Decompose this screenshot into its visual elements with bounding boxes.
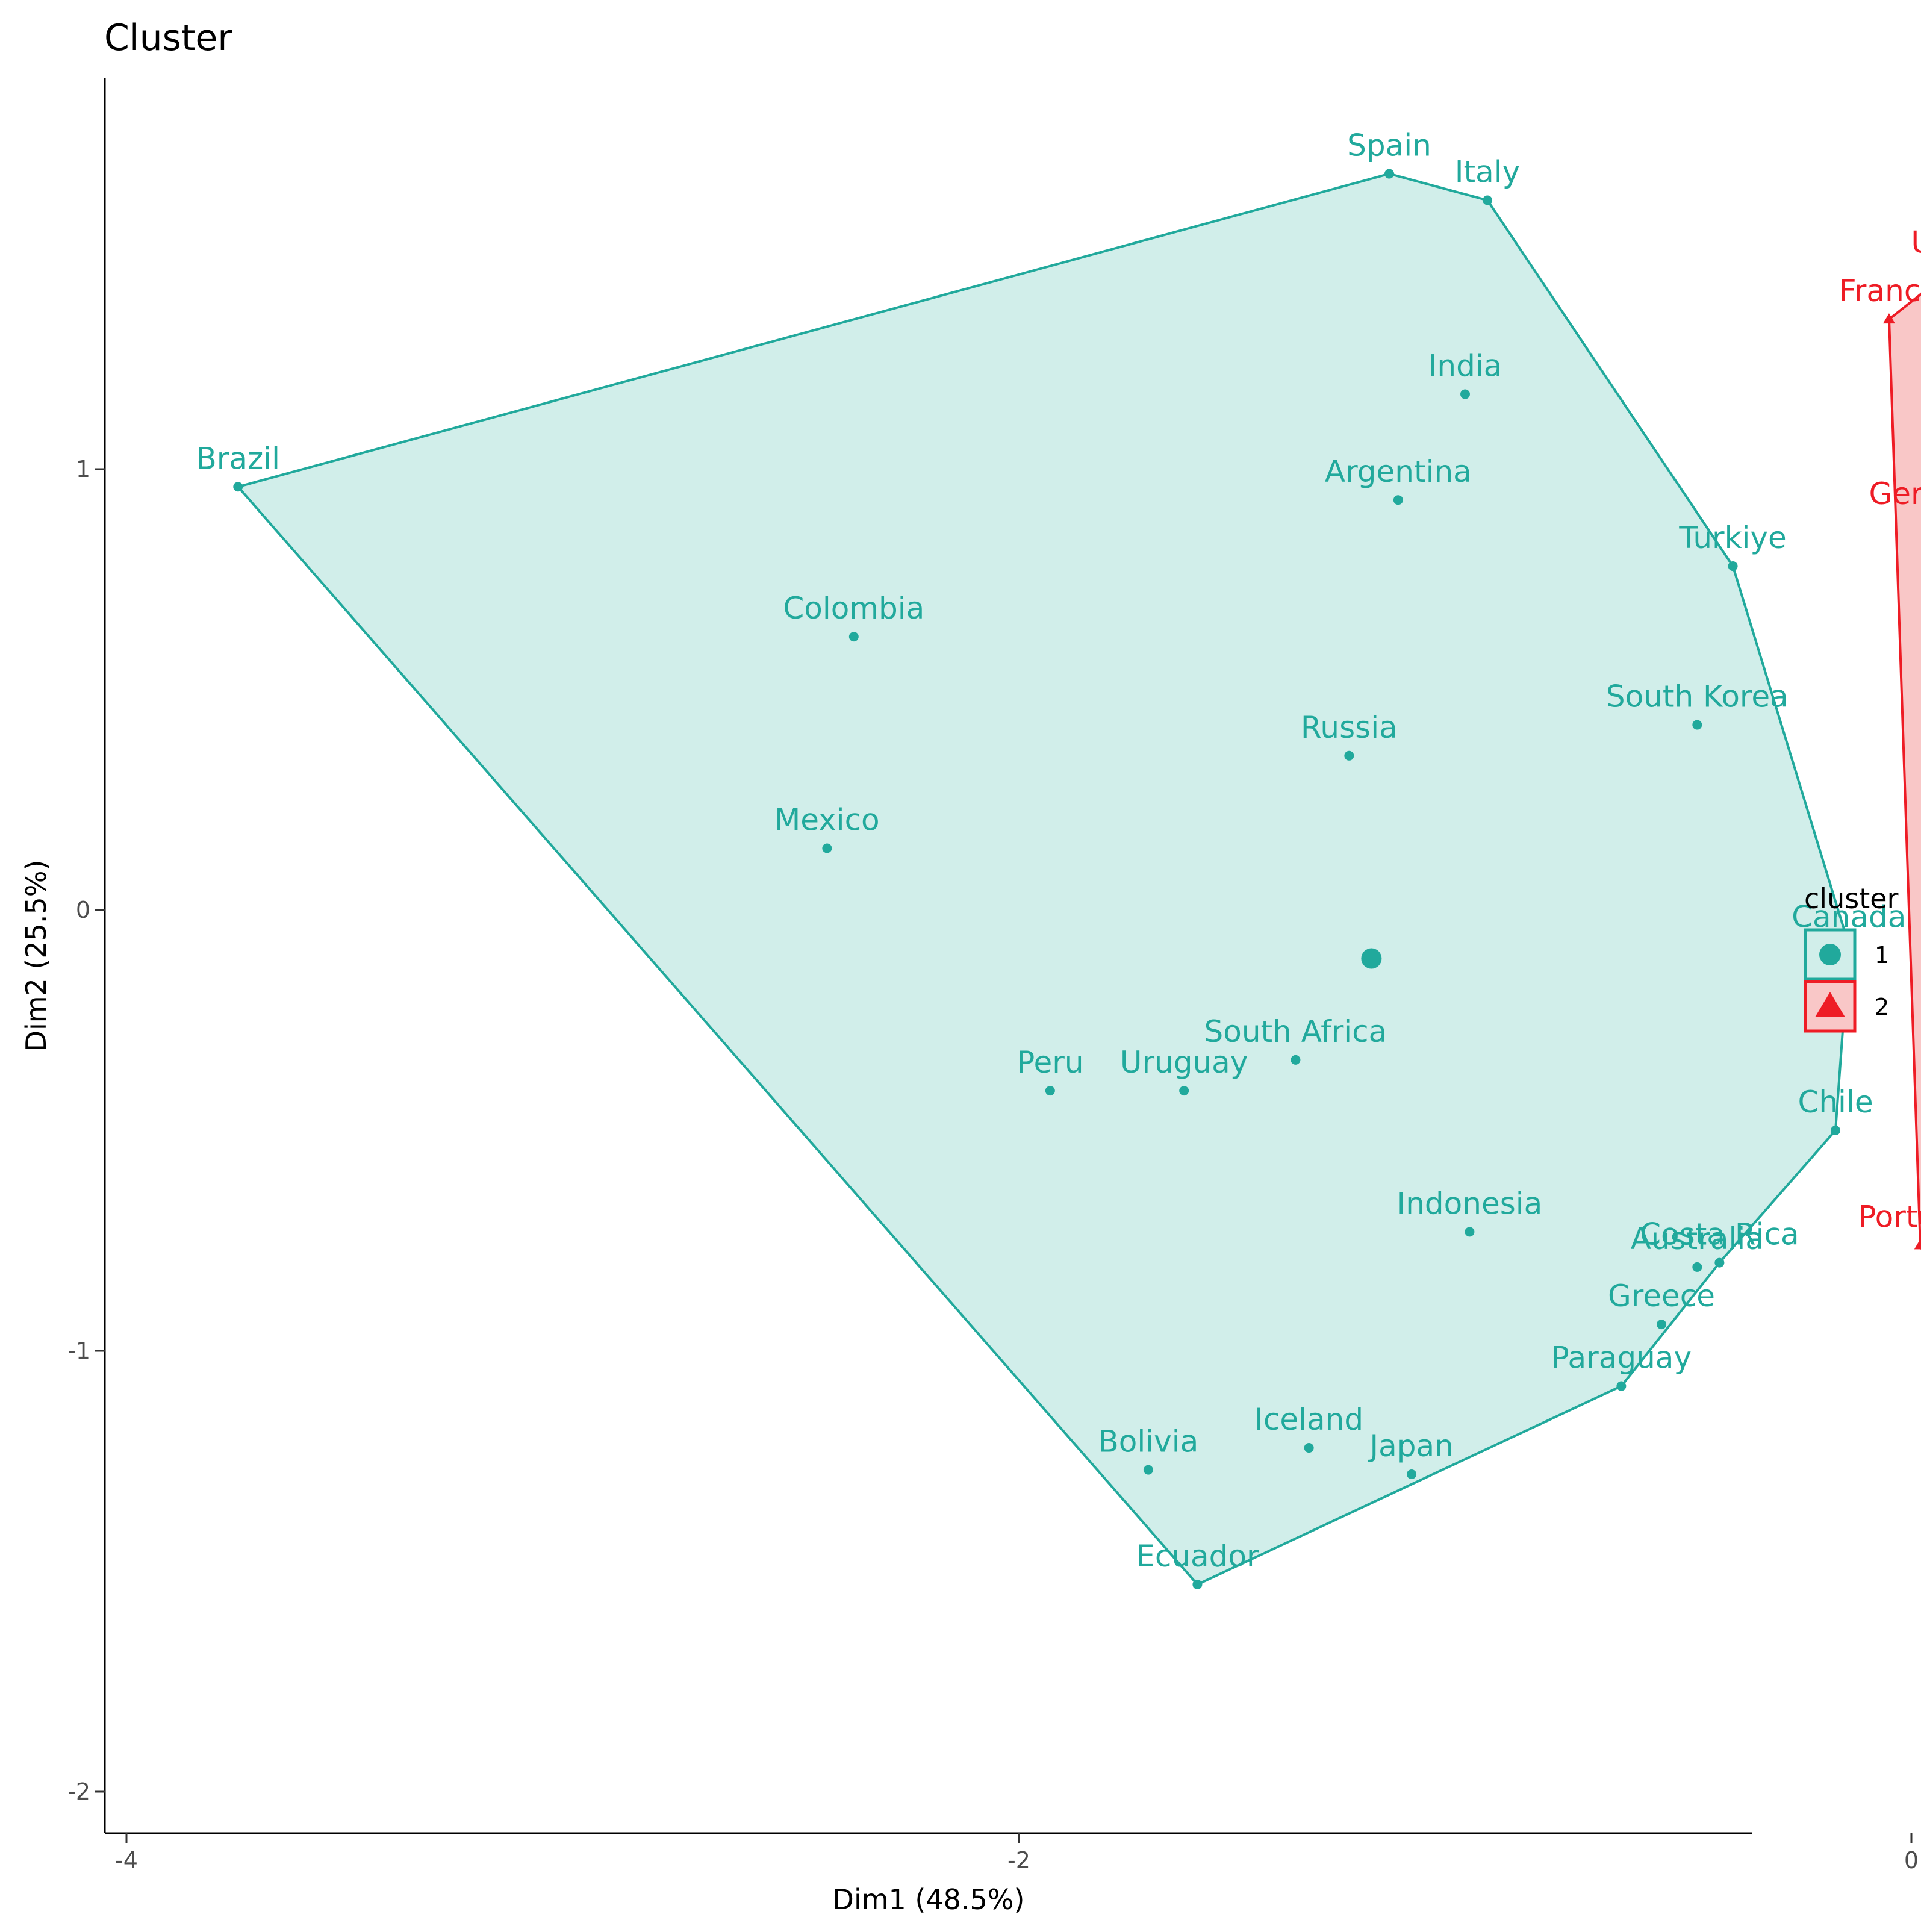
label-greece: Greece xyxy=(1608,1279,1715,1313)
legend: cluster 1 2 xyxy=(1804,882,1899,1033)
label-costa-rica: Costa Rica xyxy=(1640,1217,1799,1252)
label-russia: Russia xyxy=(1301,710,1398,745)
label-portugal: Portugal xyxy=(1858,1199,1921,1234)
point-brazil xyxy=(233,482,243,492)
point-chile xyxy=(1831,1126,1841,1135)
point-colombia xyxy=(848,632,859,642)
cluster-hulls xyxy=(235,172,1921,1586)
label-peru: Peru xyxy=(1017,1045,1083,1080)
centroid-cluster-1 xyxy=(1361,948,1382,969)
point-australia xyxy=(1692,1262,1702,1272)
legend-label-1: 1 xyxy=(1875,942,1889,968)
point-turkiye xyxy=(1728,561,1738,572)
point-bolivia xyxy=(1143,1465,1153,1475)
label-uruguay: Uruguay xyxy=(1120,1045,1248,1080)
label-south-africa: South Africa xyxy=(1204,1014,1387,1049)
label-united-kingdom: United Kingdom xyxy=(1911,225,1921,260)
label-india: India xyxy=(1428,349,1502,384)
x-axis-title: Dim1 (48.5%) xyxy=(833,1883,1025,1916)
y-tick-label: -2 xyxy=(67,1778,90,1805)
y-axis-title: Dim2 (25.5%) xyxy=(20,860,52,1052)
point-south-africa xyxy=(1291,1055,1301,1065)
x-axis-ticks: -4-202 xyxy=(115,1833,1919,1874)
legend-key-1 xyxy=(1804,928,1857,981)
label-iceland: Iceland xyxy=(1254,1402,1363,1437)
point-peru xyxy=(1045,1086,1055,1096)
label-south-korea: South Korea xyxy=(1606,679,1789,714)
label-germany: Germany xyxy=(1869,476,1921,511)
point-labels: Spain Italy India Brazil Argentina Turkiye Col… xyxy=(196,128,1921,1574)
label-ecuador: Ecuador xyxy=(1136,1539,1259,1574)
point-ecuador xyxy=(1192,1579,1203,1589)
label-mexico: Mexico xyxy=(774,803,880,838)
label-italy: Italy xyxy=(1455,154,1520,189)
x-tick-label: -4 xyxy=(115,1847,138,1874)
point-greece xyxy=(1657,1320,1667,1330)
x-tick-label: 0 xyxy=(1904,1847,1919,1874)
point-france xyxy=(1882,313,1895,324)
label-spain: Spain xyxy=(1347,128,1431,163)
legend-label-2: 2 xyxy=(1875,994,1889,1020)
y-tick-label: 0 xyxy=(76,897,90,923)
point-japan xyxy=(1407,1469,1417,1479)
point-south-korea xyxy=(1692,720,1702,730)
label-bolivia: Bolivia xyxy=(1098,1424,1198,1459)
label-argentina: Argentina xyxy=(1325,454,1472,489)
label-colombia: Colombia xyxy=(783,591,924,626)
legend-title: cluster xyxy=(1804,882,1899,915)
data-points xyxy=(233,169,1921,1589)
point-spain xyxy=(1384,169,1395,179)
label-brazil: Brazil xyxy=(196,441,280,476)
label-paraguay: Paraguay xyxy=(1551,1341,1692,1376)
label-japan: Japan xyxy=(1368,1429,1453,1463)
point-mexico xyxy=(822,843,832,853)
point-iceland xyxy=(1304,1443,1314,1453)
chart-title: Cluster xyxy=(104,17,232,59)
legend-triangle-icon xyxy=(1815,992,1845,1017)
point-india xyxy=(1460,389,1470,399)
y-tick-label: 1 xyxy=(76,456,90,482)
point-argentina xyxy=(1393,495,1403,505)
label-france: France xyxy=(1839,273,1921,308)
point-russia xyxy=(1344,750,1354,761)
label-australia: Australia xyxy=(1631,1221,1764,1256)
point-costa-rica xyxy=(1714,1257,1725,1268)
point-uruguay xyxy=(1179,1086,1189,1096)
x-tick-label: -2 xyxy=(1007,1847,1030,1874)
point-indonesia xyxy=(1465,1227,1475,1237)
y-axis-ticks: -2 -1 0 1 xyxy=(67,456,105,1805)
label-turkiye: Turkiye xyxy=(1678,520,1786,555)
point-italy xyxy=(1483,195,1493,205)
point-paraguay xyxy=(1616,1381,1627,1391)
y-tick-label: -1 xyxy=(67,1338,90,1364)
label-indonesia: Indonesia xyxy=(1397,1186,1543,1221)
cluster-centroids xyxy=(1361,948,1382,969)
legend-circle-icon xyxy=(1819,944,1841,965)
cluster-1-hull xyxy=(235,172,1851,1586)
cluster-2-hull xyxy=(1887,292,1921,1251)
label-chile: Chile xyxy=(1798,1085,1873,1120)
label-hungary: Hungary xyxy=(1919,608,1921,643)
point-portugal xyxy=(1914,1239,1921,1250)
